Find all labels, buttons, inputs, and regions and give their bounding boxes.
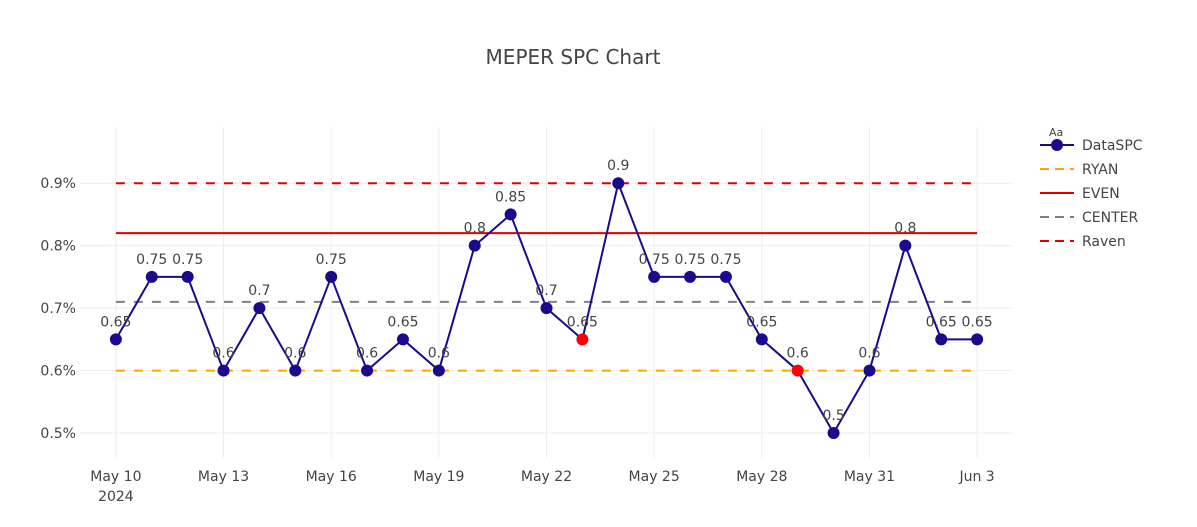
data-label: 0.65 — [926, 314, 957, 330]
x-tick-label: May 31 — [844, 469, 895, 485]
data-point[interactable] — [899, 239, 912, 252]
y-tick-label: 0.8% — [40, 239, 76, 255]
data-point[interactable] — [576, 333, 589, 346]
data-label: 0.9 — [607, 158, 629, 174]
x-tick-label: May 16 — [306, 469, 357, 485]
data-label: 0.75 — [172, 252, 203, 268]
data-label: 0.6 — [787, 346, 809, 362]
legend-label: RYAN — [1082, 162, 1118, 178]
data-point[interactable] — [935, 333, 948, 346]
legend[interactable]: Aa DataSPC RYAN EVEN CENTER Raven — [1040, 126, 1143, 250]
x-axis-labels: May 10 2024 May 13 May 16 May 19 May 22 May 25… — [90, 469, 994, 505]
data-point[interactable] — [612, 177, 625, 190]
x-tick-label: May 19 — [413, 469, 464, 485]
data-point[interactable] — [755, 333, 768, 346]
data-label: 0.8 — [464, 221, 486, 237]
data-point[interactable] — [145, 270, 158, 283]
chart-title: MEPER SPC Chart — [486, 45, 661, 69]
data-label: 0.65 — [567, 314, 598, 330]
legend-item-dataspc[interactable]: DataSPC — [1040, 138, 1143, 154]
series-dataspc — [109, 177, 984, 440]
legend-title: Aa — [1049, 126, 1063, 139]
data-label: 0.75 — [710, 252, 741, 268]
data-point[interactable] — [648, 270, 661, 283]
data-label: 0.65 — [746, 314, 777, 330]
data-point[interactable] — [971, 333, 984, 346]
data-label: 0.6 — [356, 346, 378, 362]
data-labels: 0.650.75 0.750.60.70.60.750.60.650.60.80.… — [100, 158, 992, 424]
data-point[interactable] — [468, 239, 481, 252]
data-label: 0.6 — [212, 346, 234, 362]
data-label: 0.6 — [284, 346, 306, 362]
data-label: 0.6 — [858, 346, 880, 362]
legend-item-raven[interactable]: Raven — [1040, 234, 1126, 250]
data-point[interactable] — [253, 302, 266, 315]
legend-label: Raven — [1082, 234, 1126, 250]
data-point[interactable] — [432, 364, 445, 377]
data-label: 0.65 — [962, 314, 993, 330]
data-point[interactable] — [863, 364, 876, 377]
data-point[interactable] — [289, 364, 302, 377]
y-tick-label: 0.6% — [40, 364, 76, 380]
reference-lines — [115, 182, 978, 372]
legend-label: CENTER — [1082, 210, 1138, 226]
data-point[interactable] — [217, 364, 230, 377]
x-tick-label: May 28 — [736, 469, 787, 485]
data-point[interactable] — [361, 364, 374, 377]
y-tick-label: 0.9% — [40, 176, 76, 192]
x-tick-label: May 13 — [198, 469, 249, 485]
x-tick-label: May 25 — [629, 469, 680, 485]
data-label: 0.75 — [639, 252, 670, 268]
legend-item-even[interactable]: EVEN — [1040, 186, 1120, 202]
x-tick-label: May 10 — [90, 469, 141, 485]
data-label: 0.6 — [428, 346, 450, 362]
data-label: 0.65 — [100, 314, 131, 330]
y-tick-label: 0.5% — [40, 426, 76, 442]
data-label: 0.75 — [316, 252, 347, 268]
legend-item-ryan[interactable]: RYAN — [1040, 162, 1118, 178]
data-label: 0.7 — [248, 283, 270, 299]
data-point[interactable] — [827, 427, 840, 440]
data-label: 0.85 — [495, 189, 526, 205]
data-point[interactable] — [109, 333, 122, 346]
data-point[interactable] — [325, 270, 338, 283]
data-point[interactable] — [791, 364, 804, 377]
y-axis-labels: 0.5% 0.6% 0.7% 0.8% 0.9% — [40, 176, 76, 442]
data-point[interactable] — [396, 333, 409, 346]
data-point[interactable] — [684, 270, 697, 283]
data-point[interactable] — [540, 302, 553, 315]
x-tick-sublabel: 2024 — [98, 489, 134, 505]
legend-item-center[interactable]: CENTER — [1040, 210, 1138, 226]
x-tick-label: May 22 — [521, 469, 572, 485]
data-label: 0.7 — [535, 283, 557, 299]
grid — [80, 127, 1013, 458]
legend-label: EVEN — [1082, 186, 1120, 202]
data-point[interactable] — [504, 208, 517, 221]
legend-label: DataSPC — [1082, 138, 1143, 154]
y-tick-label: 0.7% — [40, 301, 76, 317]
data-point[interactable] — [181, 270, 194, 283]
data-label: 0.8 — [894, 221, 916, 237]
data-label: 0.65 — [387, 314, 418, 330]
x-tick-label: Jun 3 — [958, 469, 994, 485]
data-point[interactable] — [719, 270, 732, 283]
data-label: 0.75 — [136, 252, 167, 268]
legend-marker — [1051, 139, 1063, 151]
data-label: 0.75 — [674, 252, 705, 268]
data-label: 0.5 — [822, 408, 844, 424]
